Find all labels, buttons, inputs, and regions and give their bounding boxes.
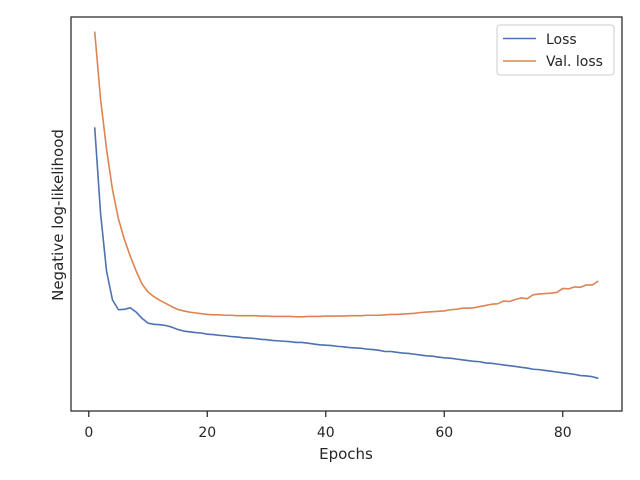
series-line-val-loss — [93, 31, 599, 318]
legend-label-loss: Loss — [546, 32, 577, 48]
y-axis-label: Negative log-likelihood — [49, 129, 67, 301]
x-tick-label: 40 — [317, 425, 335, 441]
x-axis-label: Epochs — [319, 445, 373, 463]
series-layer — [93, 31, 599, 380]
x-axis-ticks: 0 20 40 60 80 — [84, 411, 572, 441]
plot-frame — [70, 16, 623, 412]
x-tick-label: 20 — [198, 425, 216, 441]
series-line-loss — [93, 127, 599, 380]
x-tick-label: 80 — [554, 425, 572, 441]
x-tick-label: 0 — [84, 425, 93, 441]
legend-label-val-loss: Val. loss — [546, 54, 603, 70]
legend-box — [496, 24, 615, 76]
legend: Loss Val. loss — [496, 24, 615, 76]
x-tick-label: 60 — [435, 425, 453, 441]
